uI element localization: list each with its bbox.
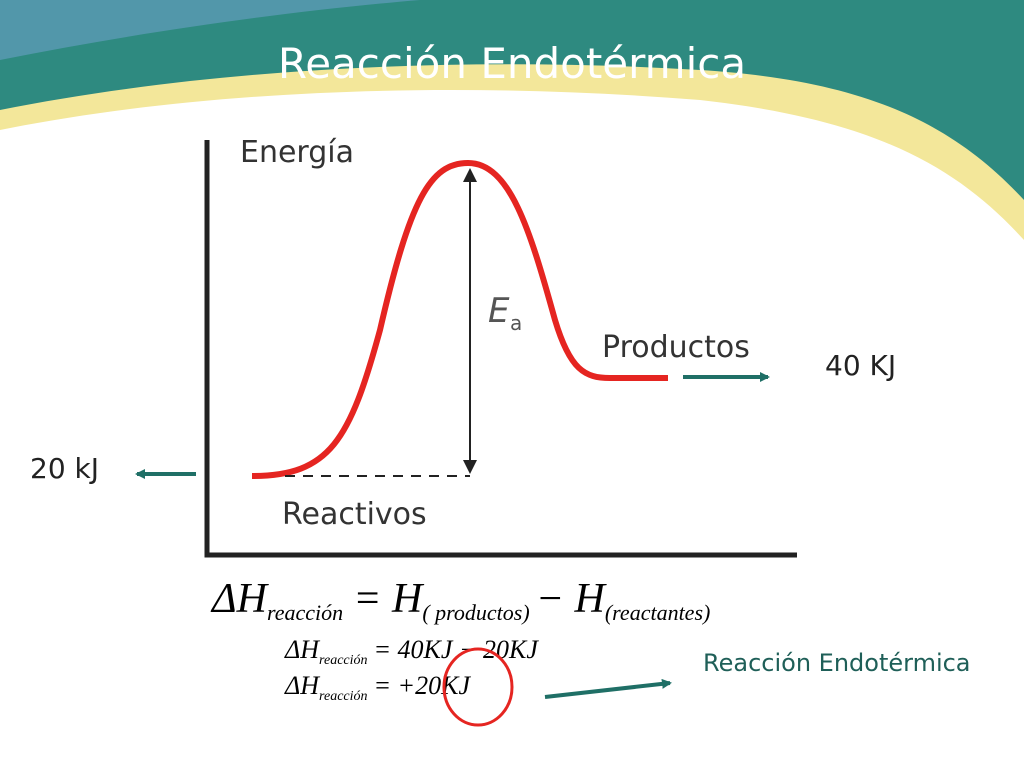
banner bbox=[0, 0, 1024, 200]
highlight-circle bbox=[442, 647, 514, 727]
note-arrow bbox=[544, 678, 672, 699]
eq-lhs: ΔH bbox=[284, 671, 320, 700]
eq-rhs: = H bbox=[353, 576, 425, 622]
note: Reacción Endotérmica bbox=[703, 649, 971, 677]
energy-curve bbox=[251, 159, 668, 479]
title: Reacción Endotérmica bbox=[278, 39, 746, 88]
axes bbox=[204, 140, 797, 558]
products-label: Productos bbox=[602, 330, 750, 365]
y-axis-label: Energía bbox=[240, 135, 354, 170]
eq-sub: ( productos) bbox=[422, 600, 529, 625]
eq-lhs: ΔH bbox=[210, 576, 270, 622]
eq-rhs: − H bbox=[536, 576, 608, 622]
ea-subscript: a bbox=[510, 311, 522, 335]
eq-lhs: ΔH bbox=[284, 635, 320, 664]
products-energy: 40 KJ bbox=[825, 349, 896, 382]
eq-sub: reacción bbox=[319, 689, 367, 704]
equation-3: ΔHreacción = +20KJ bbox=[284, 671, 471, 704]
eq-rhs: = +20KJ bbox=[374, 671, 472, 700]
equation-1: ΔHreacción = H( productos) − H(reactantes) bbox=[210, 576, 710, 625]
eq-sub: reacción bbox=[267, 600, 343, 625]
equation-2: ΔHreacción = 40KJ − 20KJ bbox=[284, 635, 539, 668]
ea-symbol: E bbox=[488, 291, 510, 331]
eq-sub: (reactantes) bbox=[605, 600, 710, 625]
reactants-label: Reactivos bbox=[282, 497, 427, 532]
reactants-energy: 20 kJ bbox=[30, 452, 99, 485]
banner-photo bbox=[0, 0, 420, 60]
eq-sub: reacción bbox=[319, 653, 367, 668]
